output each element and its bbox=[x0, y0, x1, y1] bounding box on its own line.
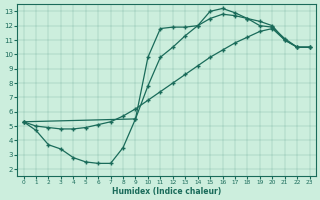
X-axis label: Humidex (Indice chaleur): Humidex (Indice chaleur) bbox=[112, 187, 221, 196]
